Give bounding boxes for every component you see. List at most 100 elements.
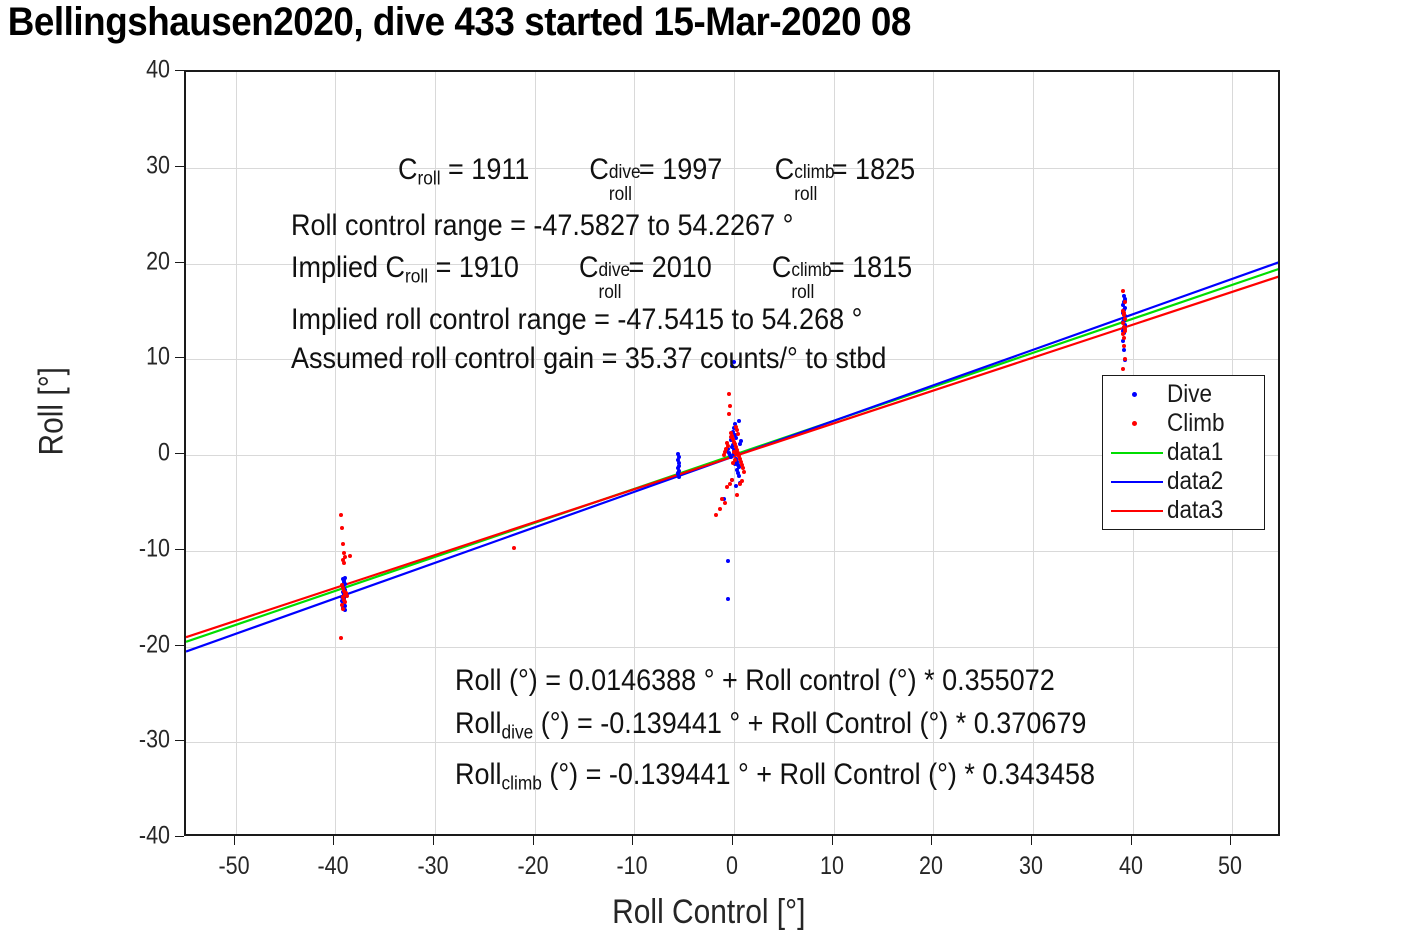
y-tick-mark [175,548,184,550]
legend-dot-icon [1132,421,1137,426]
x-axis-label: Roll Control [°] [611,893,806,931]
data-point-climb [723,450,728,455]
data-point-climb [728,404,732,409]
data-point-climb [738,459,743,464]
gridline-horizontal [186,742,1278,744]
data-point-climb [741,470,746,475]
y-tick-label: -20 [138,630,170,658]
data-point-dive [729,454,733,459]
data-point-dive [676,466,681,471]
data-point-dive [726,559,731,564]
data-point-climb [1122,317,1127,322]
x-tick-label: -40 [317,852,349,880]
data-point-climb [511,545,516,550]
data-point-climb [1122,357,1127,362]
legend-key-data3 [1103,497,1167,523]
data-point-climb [729,430,733,435]
data-point-climb [1121,336,1126,341]
data-point-dive [343,575,348,580]
data-point-climb [1122,299,1127,304]
data-point-dive [732,422,737,427]
x-tick-mark [931,836,933,845]
data-point-dive [736,418,741,423]
gridline-horizontal [186,263,1278,265]
data-point-dive [734,459,739,464]
legend-label: data1 [1167,438,1224,466]
data-point-climb [737,456,742,461]
y-tick-mark [175,70,184,71]
data-point-climb [340,603,345,608]
legend[interactable]: Dive Climb data1 data2 data3 [1102,375,1265,530]
x-tick-mark [732,836,733,845]
data-point-dive [342,578,347,583]
data-point-climb [341,594,346,599]
data-point-climb [340,525,345,530]
data-point-dive [677,475,682,480]
legend-item-data2[interactable]: data2 [1103,468,1266,494]
legend-item-data3[interactable]: data3 [1103,497,1266,523]
data-point-dive [731,430,735,435]
data-point-climb [718,506,723,511]
y-tick-mark [175,644,184,646]
y-axis-label: Roll [°] [32,367,71,456]
data-point-dive [677,454,682,459]
data-point-climb [348,554,353,559]
regression-line-data3 [186,275,1278,639]
data-point-dive [732,432,737,437]
x-tick-mark [831,836,833,845]
data-point-dive [343,604,348,609]
gridline-horizontal [186,167,1278,169]
data-point-dive [722,497,727,502]
data-point-climb [344,590,349,595]
data-point-climb [1120,320,1125,325]
y-tick-label: 20 [146,247,170,275]
data-point-climb [739,462,744,467]
x-tick-mark [233,836,235,845]
gridline-horizontal [186,646,1278,648]
data-point-dive [732,461,737,466]
data-point-dive [730,445,734,450]
data-point-climb [733,445,738,450]
y-tick-label: 30 [146,151,170,180]
data-point-climb [734,493,739,498]
data-point-dive [735,462,740,467]
annotation-roll-control-gain: Assumed roll control gain = 35.37 counts… [291,342,887,375]
data-point-climb [732,450,736,455]
x-tick-mark [1230,836,1232,845]
data-point-climb [726,444,731,449]
data-point-dive [1121,347,1126,352]
legend-item-data1[interactable]: data1 [1103,439,1266,465]
data-point-climb [732,442,737,447]
data-point-climb [1122,326,1127,331]
data-point-dive [726,596,731,601]
data-point-climb [345,593,350,598]
data-point-climb [342,597,347,602]
equation-roll-combined: Roll (°) = 0.0146388 ° + Roll control (°… [455,664,1055,697]
x-tick-mark [532,836,534,845]
legend-line-icon [1111,481,1163,483]
gridline-vertical [1032,72,1034,834]
y-tick-mark [175,740,184,742]
data-point-climb [1121,343,1126,348]
legend-label: data2 [1167,467,1224,495]
data-point-climb [735,451,740,456]
data-point-dive [733,483,738,488]
data-point-climb [341,586,346,591]
gridline-vertical [235,72,237,834]
x-tick-label: -10 [616,852,648,880]
data-point-dive [343,608,348,613]
data-point-climb [732,457,737,462]
data-point-dive [343,582,348,587]
data-point-dive [676,471,681,476]
data-point-dive [677,463,682,468]
annotation-roll-control-range: Roll control range = -47.5827 to 54.2267… [291,209,794,242]
legend-item-dive[interactable]: Dive [1103,381,1266,407]
data-point-climb [733,452,738,457]
data-point-climb [724,447,729,452]
data-point-climb [735,431,740,436]
x-tick-label: -30 [417,852,449,880]
legend-item-climb[interactable]: Climb [1103,410,1266,436]
data-point-climb [1120,366,1125,371]
legend-key-data1 [1103,439,1167,465]
